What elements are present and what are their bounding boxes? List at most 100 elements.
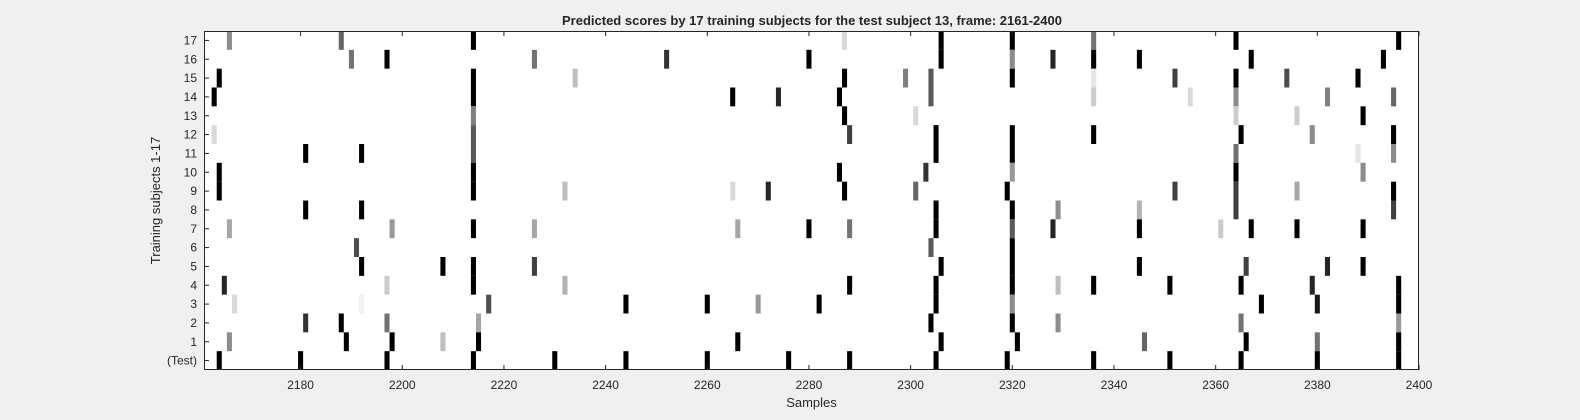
plot-area	[204, 31, 1419, 370]
heatmap-cell	[1136, 200, 1142, 220]
heatmap-cell	[1009, 313, 1015, 333]
heatmap-cell	[1233, 31, 1239, 50]
y-tick-label: 2	[190, 316, 197, 330]
heatmap-cell	[384, 351, 390, 370]
heatmap-cell	[1055, 275, 1061, 295]
heatmap-cell	[1248, 219, 1254, 239]
axes-frame	[204, 31, 1419, 370]
heatmap-cell	[1009, 200, 1015, 220]
heatmap-cell	[1009, 294, 1015, 314]
heatmap-cell	[704, 351, 710, 370]
y-tick-label: 8	[190, 203, 197, 217]
heatmap-cell	[836, 162, 842, 182]
heatmap-cell	[470, 275, 476, 295]
heatmap-cell	[1233, 106, 1239, 126]
heatmap-cell	[1391, 144, 1397, 163]
heatmap-cell	[1396, 351, 1402, 370]
heatmap-cell	[933, 144, 939, 163]
heatmap-cell	[348, 49, 354, 69]
heatmap-cell	[1136, 49, 1142, 69]
heatmap-cell	[1360, 106, 1366, 126]
y-tick-label: 14	[184, 90, 198, 104]
heatmap-cell	[847, 125, 853, 144]
y-tick-label: 10	[184, 165, 198, 179]
heatmap-cell	[303, 144, 309, 163]
heatmap-cell	[1091, 87, 1097, 107]
heatmap-cell	[470, 181, 476, 201]
heatmap-cell	[338, 31, 344, 50]
heatmap-cell	[572, 68, 578, 88]
heatmap-cell	[1284, 68, 1290, 88]
heatmap-cell	[1294, 219, 1300, 239]
heatmap-cell	[933, 351, 939, 370]
heatmap-cell	[1396, 313, 1402, 333]
heatmap-cell	[531, 219, 537, 239]
heatmap-cell	[475, 332, 482, 352]
heatmap-cell	[1091, 275, 1097, 295]
heatmap-cell	[1009, 31, 1015, 50]
heatmap-cell	[1233, 200, 1239, 220]
y-tick-label: (Test)	[167, 354, 197, 368]
heatmap-cell	[755, 294, 761, 314]
heatmap-cell	[1136, 257, 1142, 276]
heatmap-cell	[486, 294, 492, 314]
heatmap-cell	[216, 68, 222, 88]
heatmap-cell	[1314, 332, 1320, 352]
y-tick-label: 16	[184, 52, 198, 66]
heatmap-cell	[1009, 125, 1015, 144]
heatmap-cell	[359, 200, 365, 220]
heatmap-cell	[842, 106, 848, 126]
heatmap-cell	[847, 275, 853, 295]
heatmap-cell	[735, 332, 741, 352]
heatmap-cell	[1055, 313, 1061, 333]
x-tick-label: 2300	[897, 378, 924, 392]
heatmap-cell	[1238, 275, 1244, 295]
heatmap-cell	[623, 351, 629, 370]
heatmap-cell	[842, 68, 848, 88]
heatmap-cell	[775, 87, 781, 107]
heatmap-cell	[1233, 68, 1239, 88]
heatmap-cell	[359, 144, 365, 163]
heatmap-cell	[836, 87, 842, 107]
heatmap-cell	[475, 313, 482, 333]
heatmap-cells	[211, 31, 1402, 370]
heatmap-cell	[1360, 219, 1366, 239]
x-tick-label: 2400	[1406, 378, 1433, 392]
x-tick-label: 2200	[389, 378, 416, 392]
heatmap-cell	[470, 87, 476, 107]
heatmap-cell	[928, 87, 934, 107]
heatmap-cell	[1243, 332, 1249, 352]
heatmap-cell	[1238, 351, 1244, 370]
heatmap-cell	[359, 294, 365, 314]
heatmap-cell	[735, 219, 741, 239]
heatmap-cell	[923, 162, 929, 182]
heatmap-cell	[470, 219, 476, 239]
heatmap-cell	[1360, 162, 1366, 182]
heatmap-cell	[1091, 351, 1097, 370]
heatmap-cell	[1355, 144, 1361, 163]
heatmap-cell	[1391, 200, 1397, 220]
heatmap-cell	[1009, 144, 1015, 163]
heatmap-cell	[226, 332, 232, 352]
heatmap-cell	[1396, 275, 1402, 295]
heatmap-cell	[1009, 238, 1015, 257]
heatmap-cell	[353, 238, 360, 257]
heatmap-cell	[730, 181, 736, 201]
heatmap-cell	[562, 181, 568, 201]
heatmap-cell	[903, 68, 909, 88]
heatmap-cell	[1360, 257, 1366, 276]
heatmap-cell	[1009, 49, 1015, 69]
heatmap-cell	[933, 125, 939, 144]
heatmap-cell	[847, 219, 853, 239]
heatmap-cell	[1314, 351, 1320, 370]
heatmap-cell	[389, 219, 395, 239]
heatmap-cell	[806, 219, 812, 239]
heatmap-cell	[1248, 49, 1254, 69]
heatmap-cell	[1294, 106, 1300, 126]
heatmap-cell	[552, 351, 558, 370]
y-axis-label: Training subjects 1-17	[148, 137, 163, 264]
heatmap-cell	[847, 351, 853, 370]
heatmap-cell	[1233, 87, 1239, 107]
heatmap-cell	[1055, 200, 1061, 220]
